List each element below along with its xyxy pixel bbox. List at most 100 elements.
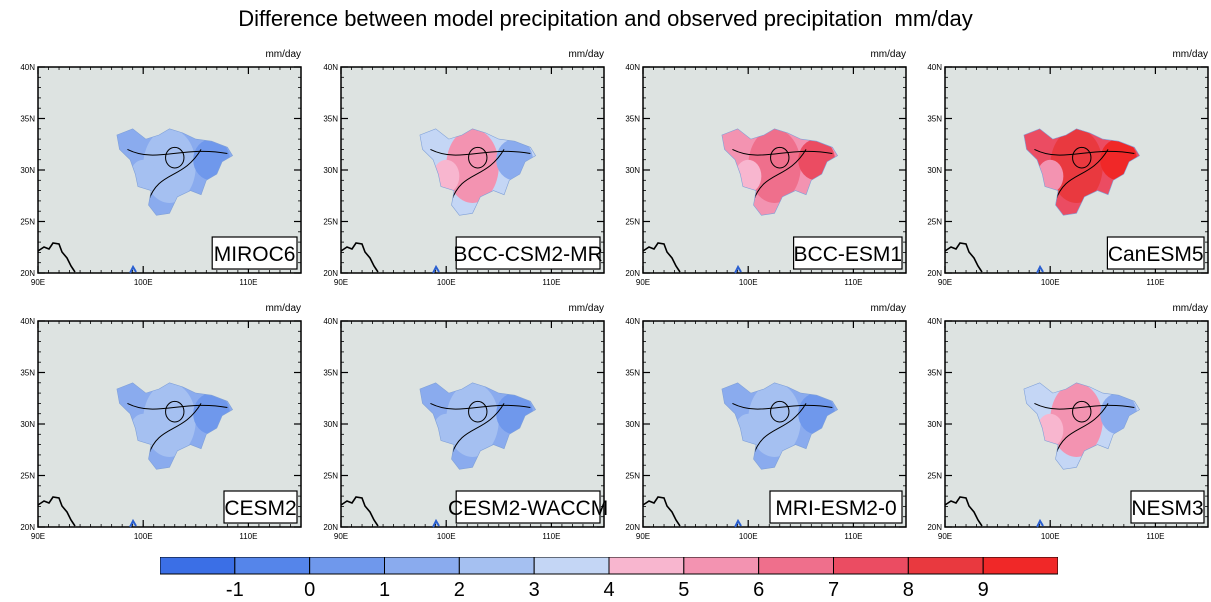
lat-tick-label: 30N	[927, 166, 942, 175]
lat-tick-label: 25N	[625, 472, 640, 481]
model-label: CESM2-WACCM	[448, 497, 608, 520]
colorbar-swatch	[458, 557, 535, 575]
colorbar-label: 2	[454, 579, 465, 601]
contour-loop	[1072, 146, 1092, 169]
lon-tick-label: 90E	[938, 278, 952, 287]
lon-tick-label: 100E	[739, 532, 758, 541]
contour-loop	[165, 400, 185, 423]
lon-tick-label: 110E	[1146, 278, 1164, 287]
model-label-box	[211, 236, 298, 270]
lon-tick-label: 100E	[134, 532, 153, 541]
lat-tick-label: 25N	[20, 218, 35, 227]
model-label: CanESM5	[1108, 243, 1204, 266]
colorbar-swatch	[533, 557, 610, 575]
river-mark	[432, 264, 440, 274]
lon-tick-label: 110E	[844, 278, 862, 287]
lat-tick-label: 25N	[20, 472, 35, 481]
model-label-box	[455, 490, 601, 524]
map-panel-3: 20N 25N 30N 35N 40N 90E 100E 110E mm/day BCC-ESM1	[625, 49, 907, 287]
colorbar: -1 0 1 2 3 4 5 6 7 8 9	[160, 557, 1058, 601]
lat-tick-label: 35N	[20, 115, 35, 124]
lat-tick-label: 20N	[625, 523, 640, 532]
colorbar-swatch	[982, 557, 1058, 575]
lat-tick-label: 20N	[20, 523, 35, 532]
lon-tick-label: 110E	[239, 532, 257, 541]
map-panel-5: 20N 25N 30N 35N 40N 90E 100E 110E mm/day CESM2	[20, 303, 302, 541]
region-outline	[721, 382, 839, 470]
river-mark	[1036, 518, 1044, 528]
river-mark	[734, 264, 742, 274]
lon-tick-label: 90E	[938, 532, 952, 541]
contour-line	[147, 403, 202, 456]
river-mark	[734, 518, 742, 528]
model-label: BCC-ESM1	[794, 243, 903, 266]
lat-tick-label: 30N	[927, 420, 942, 429]
map-panel-1: 20N 25N 30N 35N 40N 90E 100E 110E mm/day MIROC6	[20, 49, 302, 287]
region-outline	[1023, 382, 1141, 470]
region-outline	[116, 128, 234, 216]
contour-loop	[468, 400, 488, 423]
contour-line	[430, 402, 531, 410]
colorbar-swatch	[683, 557, 760, 575]
river-mark	[432, 518, 440, 528]
map-panel-7: 20N 25N 30N 35N 40N 90E 100E 110E mm/day MRI-ESM2…	[625, 303, 907, 541]
contour-loop	[468, 146, 488, 169]
model-label-box	[769, 490, 903, 524]
lat-tick-label: 25N	[323, 218, 338, 227]
model-label: BCC-CSM2-MR	[453, 243, 602, 266]
lat-tick-label: 30N	[323, 166, 338, 175]
model-label-box	[223, 490, 298, 524]
lat-tick-label: 35N	[625, 369, 640, 378]
lat-tick-label: 35N	[927, 115, 942, 124]
contour-loop	[165, 146, 185, 169]
lat-tick-label: 30N	[20, 420, 35, 429]
contour-line	[1034, 402, 1135, 410]
lat-tick-label: 20N	[323, 523, 338, 532]
colorbar-label: 7	[828, 579, 839, 601]
lat-tick-label: 30N	[625, 166, 640, 175]
lat-tick-label: 30N	[323, 420, 338, 429]
contour-line	[127, 148, 228, 156]
lat-tick-label: 20N	[20, 269, 35, 278]
model-label: MIROC6	[214, 243, 296, 266]
map-panel-2: 20N 25N 30N 35N 40N 90E 100E 110E mm/day BCC-CSM2…	[323, 49, 605, 287]
contour-line	[752, 149, 807, 202]
lat-tick-label: 20N	[625, 269, 640, 278]
colorbar-label: 8	[903, 579, 914, 601]
region-outline	[721, 128, 839, 216]
colorbar-swatch	[384, 557, 460, 575]
lat-tick-label: 35N	[625, 115, 640, 124]
lon-tick-label: 110E	[844, 532, 862, 541]
lat-tick-label: 30N	[625, 420, 640, 429]
model-label: MRI-ESM2-0	[775, 497, 896, 520]
contour-loop	[770, 400, 790, 423]
model-label: NESM3	[1131, 497, 1203, 520]
region-outline	[419, 128, 537, 216]
lat-tick-label: 25N	[927, 472, 942, 481]
contour-line	[450, 403, 505, 456]
figure-title: Difference between model precipitation a…	[238, 6, 973, 31]
lon-tick-label: 100E	[437, 278, 456, 287]
lat-tick-label: 35N	[927, 369, 942, 378]
river-mark	[129, 264, 137, 274]
lat-tick-label: 25N	[323, 472, 338, 481]
lon-tick-label: 90E	[636, 278, 650, 287]
lon-tick-label: 90E	[334, 278, 348, 287]
colorbar-swatch	[907, 557, 984, 575]
colorbar-label: 1	[379, 579, 390, 601]
region-outline	[116, 382, 234, 470]
lon-tick-label: 100E	[739, 278, 758, 287]
lat-tick-label: 40N	[927, 63, 942, 72]
model-label-box	[455, 236, 601, 270]
unit-label: mm/day	[1172, 49, 1208, 60]
lon-tick-label: 100E	[1041, 278, 1060, 287]
river-mark	[1036, 264, 1044, 274]
contour-line	[752, 403, 807, 456]
model-label-box	[1130, 490, 1205, 524]
map-panel-8: 20N 25N 30N 35N 40N 90E 100E 110E mm/day NESM3	[927, 303, 1209, 541]
contour-line	[450, 149, 505, 202]
colorbar-label: -1	[226, 579, 244, 601]
coastline	[340, 242, 379, 273]
unit-label: mm/day	[265, 303, 301, 314]
lon-tick-label: 90E	[334, 532, 348, 541]
